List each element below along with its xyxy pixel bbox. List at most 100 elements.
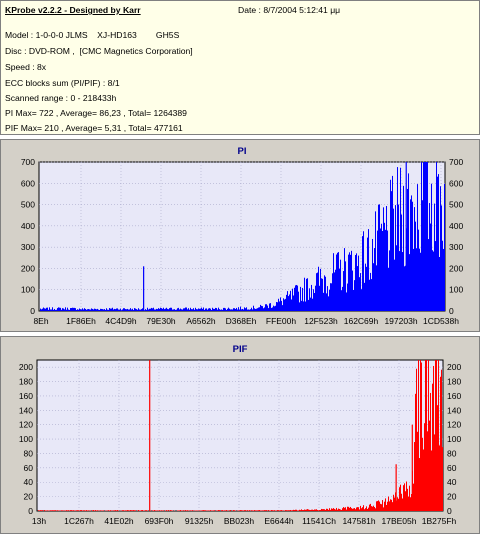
data-bar xyxy=(288,510,289,511)
data-bar xyxy=(179,309,180,311)
data-bar xyxy=(419,248,420,311)
data-bar xyxy=(414,442,415,511)
data-bar xyxy=(205,510,206,511)
data-bar xyxy=(193,308,194,311)
data-bar xyxy=(275,305,276,311)
pif-chart-panel: PIF 0 0 20 20 40 40 60 60 80 80 100 100 120 120 140 140 1… xyxy=(0,336,480,534)
data-bar xyxy=(430,223,431,311)
data-bar xyxy=(418,360,419,511)
data-bar xyxy=(209,308,210,311)
data-bar xyxy=(40,510,41,511)
data-bar xyxy=(83,309,84,311)
data-bar xyxy=(350,254,351,311)
data-bar xyxy=(306,278,307,311)
data-bar xyxy=(313,289,314,311)
x-tick-label: 79E30h xyxy=(146,316,176,326)
data-bar xyxy=(442,240,443,311)
data-bar xyxy=(51,309,52,311)
y-tick-label-left: 40 xyxy=(24,477,34,487)
data-bar xyxy=(392,502,393,511)
data-bar xyxy=(230,510,231,511)
data-bar xyxy=(338,252,339,311)
data-bar xyxy=(252,309,253,311)
data-bar xyxy=(439,257,440,311)
data-bar xyxy=(133,310,134,311)
y-tick-label-left: 500 xyxy=(21,200,35,210)
y-tick-label-right: 100 xyxy=(447,434,461,444)
data-bar xyxy=(160,307,161,311)
data-bar xyxy=(200,308,201,311)
data-bar xyxy=(140,309,141,311)
data-bar xyxy=(208,510,209,511)
data-bar xyxy=(388,496,389,511)
data-bar xyxy=(186,510,187,511)
data-bar xyxy=(108,510,109,511)
data-bar xyxy=(117,510,118,511)
data-bar xyxy=(396,245,397,311)
x-tick-label: 1C267h xyxy=(64,516,94,526)
data-bar xyxy=(90,309,91,311)
data-bar xyxy=(41,510,42,511)
data-bar xyxy=(344,248,345,311)
data-bar xyxy=(53,510,54,511)
data-bar xyxy=(377,501,378,511)
data-bar xyxy=(389,501,390,511)
y-tick-label-right: 140 xyxy=(447,405,461,415)
data-bar xyxy=(67,307,68,311)
data-bar xyxy=(205,308,206,311)
pi-stats: PI Max= 722 , Average= 86,23 , Total= 12… xyxy=(5,108,187,118)
data-bar xyxy=(219,309,220,311)
data-bar xyxy=(65,307,66,311)
data-bar xyxy=(348,254,349,311)
data-bar xyxy=(407,488,408,511)
data-bar xyxy=(258,510,259,511)
data-bar xyxy=(154,309,155,311)
data-bar xyxy=(134,510,135,511)
data-bar xyxy=(429,420,430,511)
data-bar xyxy=(373,263,374,311)
x-tick-label: E6644h xyxy=(264,516,294,526)
data-bar xyxy=(254,308,255,311)
data-bar xyxy=(181,309,182,311)
data-bar xyxy=(419,458,420,511)
data-bar xyxy=(285,510,286,511)
data-bar xyxy=(410,497,411,511)
data-bar xyxy=(417,431,418,511)
data-bar xyxy=(431,183,432,311)
data-bar xyxy=(217,309,218,311)
y-tick-label-right: 0 xyxy=(449,306,454,316)
pi-chart-panel: PI 0 0 100 100 200 200 300 300 400 400 500 500 600 600… xyxy=(0,139,480,332)
data-bar xyxy=(163,510,164,511)
data-bar xyxy=(427,431,428,511)
data-bar xyxy=(196,510,197,511)
data-bar xyxy=(88,510,89,511)
x-tick-label: 13h xyxy=(32,516,46,526)
data-bar xyxy=(299,509,300,511)
data-bar xyxy=(100,510,101,511)
data-bar xyxy=(281,510,282,511)
data-bar xyxy=(402,498,403,511)
data-bar xyxy=(40,308,41,311)
data-bar xyxy=(82,308,83,311)
data-bar xyxy=(105,309,106,311)
data-bar xyxy=(243,510,244,511)
data-bar xyxy=(261,510,262,511)
data-bar xyxy=(371,279,372,311)
data-bar xyxy=(93,510,94,511)
data-bar xyxy=(294,510,295,511)
data-bar xyxy=(328,296,329,311)
data-bar xyxy=(186,307,187,311)
data-bar xyxy=(153,307,154,311)
data-bar xyxy=(128,510,129,511)
data-bar xyxy=(332,273,333,311)
data-bar xyxy=(178,510,179,511)
data-bar xyxy=(188,308,189,311)
data-bar xyxy=(139,309,140,311)
data-bar xyxy=(245,510,246,511)
y-tick-label-left: 100 xyxy=(21,285,35,295)
data-bar xyxy=(115,309,116,311)
data-bar xyxy=(394,259,395,311)
data-bar xyxy=(213,308,214,311)
data-bar xyxy=(363,231,364,311)
data-bar xyxy=(319,510,320,511)
